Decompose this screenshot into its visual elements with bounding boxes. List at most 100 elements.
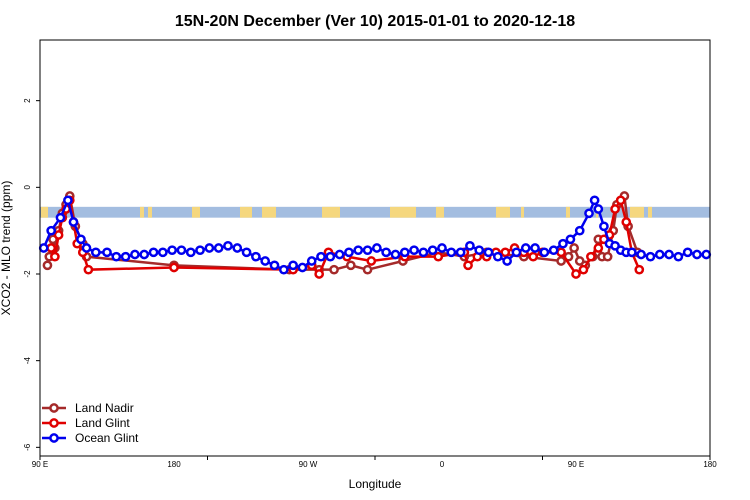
data-point (345, 260, 356, 271)
data-point (455, 247, 466, 258)
data-point (362, 245, 373, 256)
data-point (626, 247, 637, 258)
data-point (399, 247, 410, 258)
data-point (269, 260, 280, 271)
data-point (634, 264, 645, 275)
data-point (130, 249, 140, 260)
x-tick-label: 0 (440, 460, 445, 469)
data-point (465, 240, 475, 251)
y-tick-label: -2 (23, 270, 32, 278)
legend-label: Land Glint (75, 416, 130, 430)
ocean-band (40, 206, 710, 218)
data-point (571, 269, 581, 279)
data-point (185, 247, 196, 258)
data-point (83, 264, 94, 275)
data-point (593, 243, 604, 253)
data-point (528, 251, 539, 262)
land-segment (630, 206, 644, 218)
data-point (344, 247, 354, 258)
land-segment (436, 206, 444, 218)
legend-item: Land Nadir (42, 401, 134, 415)
land-segment (262, 206, 276, 218)
data-point (76, 234, 86, 245)
x-tick-label: 90 E (32, 460, 48, 469)
legend-item: Land Glint (42, 416, 130, 430)
data-point (241, 247, 252, 258)
data-point (558, 238, 568, 249)
data-point (195, 245, 205, 256)
data-point (483, 247, 494, 258)
data-point (390, 249, 401, 260)
data-point (251, 251, 261, 262)
data-point (574, 225, 585, 236)
data-point (111, 251, 122, 262)
data-point (556, 256, 566, 266)
y-axis-label: XCO2 - MLO trend (ppm) (0, 181, 13, 316)
data-point (463, 260, 473, 271)
land-segment (148, 206, 152, 218)
data-point (90, 247, 101, 258)
data-point (372, 243, 382, 253)
data-point (556, 247, 566, 258)
axes: 2 0 -2 -4 -6 90 E 180 90 W 0 90 E 180 (23, 98, 717, 469)
legend-marker (49, 433, 59, 443)
data-point (353, 245, 364, 256)
data-point (53, 230, 64, 240)
data-point (329, 264, 339, 275)
data-point (306, 256, 317, 266)
plot-frame (39, 39, 711, 457)
data-point (288, 260, 298, 271)
legend-label: Ocean Glint (75, 431, 139, 445)
data-point (409, 245, 419, 256)
data-point (569, 243, 579, 253)
data-point (120, 251, 131, 262)
data-point (511, 247, 522, 258)
data-point (427, 245, 438, 256)
y-tick-label: -6 (23, 443, 32, 451)
x-axis-label: Longitude (349, 477, 402, 491)
data-point (157, 247, 168, 258)
data-point (325, 251, 336, 262)
data-point (46, 243, 57, 253)
data-point (50, 251, 60, 262)
data-point (664, 249, 674, 260)
data-point (602, 251, 613, 262)
data-point (314, 269, 325, 279)
data-point (213, 243, 224, 253)
y-tick-label: -4 (23, 357, 32, 365)
chart-title: 15N-20N December (Ver 10) 2015-01-01 to … (175, 13, 575, 30)
data-point (169, 262, 179, 273)
y-tick-label: 2 (23, 98, 32, 103)
data-point (102, 247, 112, 258)
data-point (167, 245, 177, 256)
legend-marker (49, 418, 59, 428)
data-point (682, 247, 693, 258)
x-tick-label: 180 (167, 460, 181, 469)
data-point (586, 251, 596, 262)
data-point (621, 217, 632, 227)
land-segment (240, 206, 252, 218)
land-segment (390, 206, 416, 218)
data-point (530, 243, 540, 253)
data-point (692, 249, 702, 260)
data-point (278, 264, 289, 275)
data-point (610, 204, 620, 214)
x-tick-label: 90 E (568, 460, 584, 469)
data-point (81, 243, 92, 253)
data-point (232, 243, 243, 253)
data-point (55, 212, 66, 223)
data-point (437, 243, 447, 253)
land-segment (648, 206, 652, 218)
data-point (599, 221, 609, 232)
x-tick-label: 90 W (299, 460, 318, 469)
data-point (362, 264, 373, 275)
data-point (654, 249, 665, 260)
data-point (539, 247, 550, 258)
data-point (139, 249, 150, 260)
land-segment (41, 206, 48, 218)
legend-label: Land Nadir (75, 401, 134, 415)
land-segment (521, 206, 524, 218)
data-point (418, 247, 429, 258)
land-segment (496, 206, 510, 218)
